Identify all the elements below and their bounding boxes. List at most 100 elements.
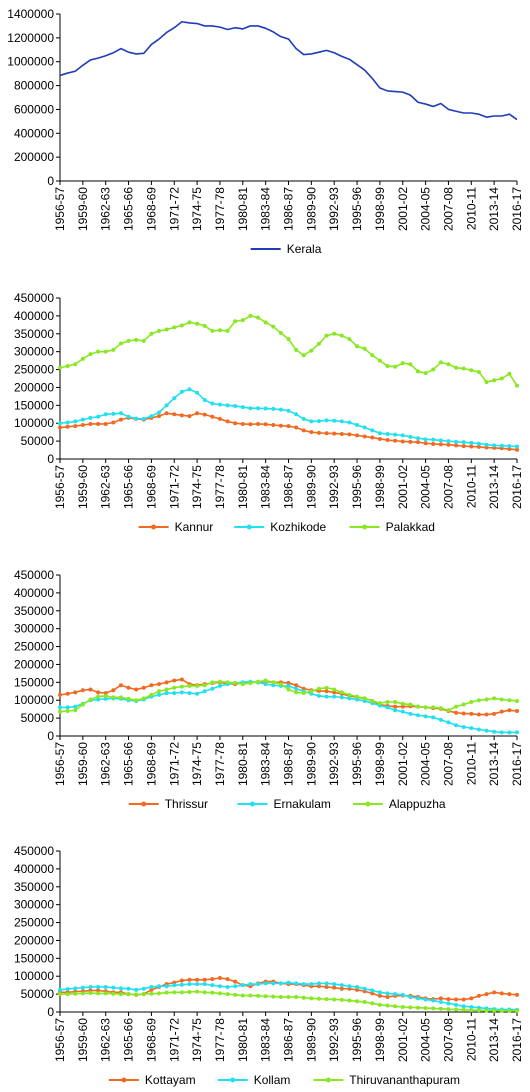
data-point <box>96 694 101 699</box>
x-tick-label: 1980-81 <box>236 742 250 786</box>
data-point <box>454 1002 459 1007</box>
data-point <box>332 331 337 336</box>
data-point <box>492 443 497 448</box>
data-point <box>515 447 519 452</box>
data-point <box>233 319 238 324</box>
data-point <box>157 991 162 996</box>
data-point <box>271 683 276 688</box>
data-point <box>88 697 93 702</box>
y-tick-label: 0 <box>47 729 54 743</box>
chart-4: 0 50000 100000 150000 200000 250000 300000 3500… <box>14 844 524 1087</box>
data-point <box>499 1008 504 1013</box>
series-palakkad <box>58 313 519 388</box>
data-point <box>263 678 268 683</box>
data-point <box>58 421 62 426</box>
x-tick-label: 1971-72 <box>167 187 181 231</box>
series-alappuzha <box>58 678 519 714</box>
data-point <box>210 414 215 419</box>
data-point <box>415 1005 420 1010</box>
data-point <box>149 984 154 989</box>
data-point <box>111 688 116 693</box>
y-tick-label: 350000 <box>14 604 54 618</box>
data-point <box>309 996 314 1001</box>
data-point <box>339 431 344 436</box>
data-point <box>172 691 177 696</box>
x-tick-label: 1995-96 <box>350 742 364 786</box>
data-point <box>286 687 291 692</box>
data-point <box>126 685 131 690</box>
data-point <box>141 992 146 997</box>
data-point <box>469 996 474 1001</box>
data-point <box>80 702 85 707</box>
data-point <box>96 690 101 695</box>
data-point <box>461 711 466 716</box>
data-point <box>271 680 276 685</box>
data-point <box>476 1008 481 1013</box>
x-tick-label: 1956-57 <box>53 1018 67 1062</box>
data-point <box>339 997 344 1002</box>
data-point <box>355 987 360 992</box>
data-point <box>286 424 291 429</box>
data-point <box>164 411 169 416</box>
x-tick-label: 2010-11 <box>464 742 478 785</box>
x-tick-label: 1992-93 <box>327 742 341 786</box>
legend-marker <box>141 801 147 807</box>
data-point <box>294 425 299 430</box>
data-point <box>469 711 474 716</box>
data-point <box>263 981 268 986</box>
data-point <box>271 406 276 411</box>
data-point <box>423 441 428 446</box>
data-point <box>195 982 200 987</box>
data-point <box>118 992 123 997</box>
data-point <box>316 981 321 986</box>
data-point <box>179 389 184 394</box>
data-point <box>324 694 329 699</box>
data-point <box>111 991 116 996</box>
data-point <box>179 982 184 987</box>
data-point <box>347 420 352 425</box>
x-tick-label: 2016-17 <box>510 742 524 786</box>
legend-item: Kozhikode <box>234 520 327 534</box>
y-tick-label: 50000 <box>21 987 55 1001</box>
data-point <box>332 690 337 695</box>
x-tick-label: 2013-14 <box>487 1018 501 1062</box>
data-point <box>408 711 413 716</box>
data-point <box>370 988 375 993</box>
data-point <box>134 337 139 342</box>
data-point <box>362 696 367 701</box>
data-point <box>316 693 321 698</box>
data-point <box>446 1001 451 1006</box>
data-point <box>179 684 184 689</box>
data-point <box>507 1008 512 1013</box>
data-point <box>248 422 253 427</box>
data-point <box>438 996 443 1001</box>
data-point <box>278 682 283 687</box>
data-point <box>73 362 78 367</box>
data-point <box>134 698 139 703</box>
data-point <box>507 992 512 997</box>
data-point <box>438 1006 443 1011</box>
data-point <box>217 416 222 421</box>
data-point <box>484 1008 489 1013</box>
x-tick-label: 1980-81 <box>236 1018 250 1062</box>
data-point <box>454 704 459 709</box>
data-point <box>210 680 215 685</box>
data-point <box>96 984 101 989</box>
y-tick-label: 450000 <box>14 844 54 858</box>
data-point <box>271 423 276 428</box>
data-point <box>195 683 200 688</box>
data-point <box>362 434 367 439</box>
x-tick-label: 1977-78 <box>213 465 227 509</box>
data-point <box>476 444 481 449</box>
data-point <box>515 992 519 997</box>
data-point <box>339 983 344 988</box>
data-point <box>316 686 321 691</box>
x-tick-label: 2007-08 <box>441 1018 455 1062</box>
data-point <box>202 982 207 987</box>
data-point <box>88 352 93 357</box>
x-tick-label: 1977-78 <box>213 742 227 786</box>
x-tick-label: 1959-60 <box>76 742 90 786</box>
data-point <box>385 1003 390 1008</box>
data-point <box>385 705 390 710</box>
data-point <box>377 431 382 436</box>
